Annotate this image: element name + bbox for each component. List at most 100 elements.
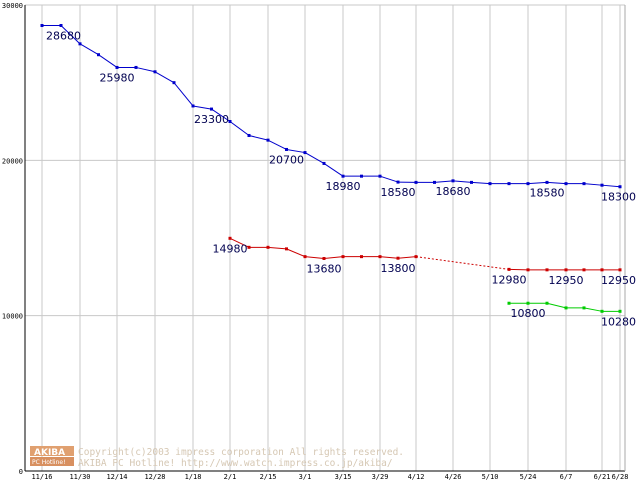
data-label: 18300: [601, 191, 636, 204]
series-1-point: [228, 236, 232, 240]
logo-bottom-box: [30, 457, 74, 466]
url-line: AKIBA PC Hotline! http://www.watch.impre…: [78, 458, 393, 469]
x-tick-label: 11/30: [69, 473, 90, 480]
series-0-point: [210, 107, 213, 111]
series-1-segment: [323, 256, 344, 260]
data-label: 13800: [381, 262, 416, 275]
series-1-point: [341, 255, 345, 259]
series-0-segment: [452, 180, 472, 183]
x-tick-label: 11/16: [31, 473, 52, 480]
series-1-point: [507, 267, 511, 271]
series-0-point: [378, 174, 382, 178]
series-0-segment: [583, 183, 603, 186]
x-tick-label: 6/7: [560, 473, 573, 480]
series-1-segment: [415, 256, 510, 270]
series-0-segment: [546, 181, 567, 185]
series-1-point: [545, 268, 549, 272]
series-0-point: [191, 104, 195, 108]
series-0-segment: [154, 71, 175, 84]
data-label: 10800: [511, 307, 546, 320]
x-tick-label: 5/10: [482, 473, 499, 480]
series-1-point: [618, 268, 622, 272]
y-tick-label: 10000: [2, 313, 23, 321]
series-0-segment: [323, 163, 344, 177]
series-0-segment: [248, 134, 269, 141]
data-label: 12950: [601, 274, 636, 287]
data-label: 23300: [194, 113, 229, 126]
x-tick-label: 2/15: [260, 473, 277, 480]
series-0-segment: [135, 66, 156, 73]
series-0-point: [285, 147, 288, 151]
x-tick-labels: 11/16 11/30 12/14 12/28 1/18 2/1 2/15 3/1 3/15 3/…: [31, 473, 628, 480]
series-1-segment: [286, 248, 306, 258]
series-1-segment: [304, 256, 325, 260]
series-1-point: [266, 245, 270, 249]
series-0-point: [266, 138, 270, 142]
series-0-segment: [79, 43, 99, 56]
x-tick-label: 4/12: [408, 473, 425, 480]
series-0-segment: [173, 82, 194, 107]
series-1-point: [396, 256, 400, 260]
series-0-point: [247, 133, 251, 137]
series-0-point: [433, 180, 436, 184]
series-0-segment: [434, 180, 454, 183]
series-2-point: [545, 301, 549, 305]
series-1-point: [322, 257, 326, 261]
series-0-point: [618, 185, 622, 189]
data-label: 18680: [436, 185, 471, 198]
data-label: 20700: [269, 153, 304, 166]
series-0-point: [59, 24, 63, 28]
data-labels: 28680 25980 23300 20700 18980 18580 18680 18580…: [46, 30, 636, 329]
series-1-point: [247, 245, 251, 249]
x-tick-label: 3/15: [335, 473, 352, 480]
series-0-segment: [60, 25, 81, 45]
series-1-segment: [379, 256, 399, 259]
series-0-point: [360, 174, 363, 178]
series-1-segment: [229, 237, 250, 248]
series-0-point: [40, 24, 44, 28]
series-0-segment: [192, 105, 212, 110]
data-label: 18580: [530, 186, 565, 199]
series-0-point: [451, 179, 455, 183]
series-0-point: [115, 65, 119, 69]
series-0-point: [153, 70, 157, 74]
copyright-line: Copyright(c)2003 impress corporation All…: [78, 447, 404, 458]
series-0-segment: [286, 148, 306, 154]
series-1-point: [582, 268, 586, 272]
series-1-point: [526, 268, 530, 272]
series-0-point: [97, 53, 100, 57]
logo-top-box: [30, 446, 74, 456]
series-0-point: [564, 182, 568, 186]
series-0-point: [526, 182, 530, 186]
x-tick-label: 4/26: [445, 473, 462, 480]
series-1-segment: [397, 256, 417, 259]
y-tick-label: 30000: [2, 2, 23, 10]
data-label: 25980: [100, 71, 135, 84]
series-0-point: [396, 180, 400, 184]
x-tick-label: 3/1: [299, 473, 312, 480]
series-0-segment: [304, 152, 325, 164]
x-tick-label: 3/29: [372, 473, 389, 480]
series-2-point: [564, 306, 568, 310]
series-0-segment: [471, 181, 491, 185]
series-2-point: [507, 301, 511, 305]
series-1-point: [360, 255, 363, 259]
data-label: 12950: [549, 274, 584, 287]
series-0-point: [78, 42, 82, 46]
chart-series: [40, 24, 622, 313]
series-0-point: [470, 180, 473, 184]
series-2-point: [582, 306, 586, 310]
series-0-segment: [98, 54, 118, 68]
series-0-segment: [527, 181, 548, 185]
series-0-point: [507, 182, 511, 186]
series-0-point: [341, 174, 345, 178]
x-tick-label: 6/28: [612, 473, 629, 480]
data-label: 13680: [307, 263, 342, 276]
chart-axes: [24, 5, 626, 472]
series-0-point: [322, 161, 326, 165]
x-tick-label: 12/14: [106, 473, 127, 480]
data-label: 18980: [326, 180, 361, 193]
series-2-segment: [583, 307, 603, 312]
data-label: 10280: [601, 315, 636, 328]
logo-akiba: AKIBA: [34, 448, 65, 458]
